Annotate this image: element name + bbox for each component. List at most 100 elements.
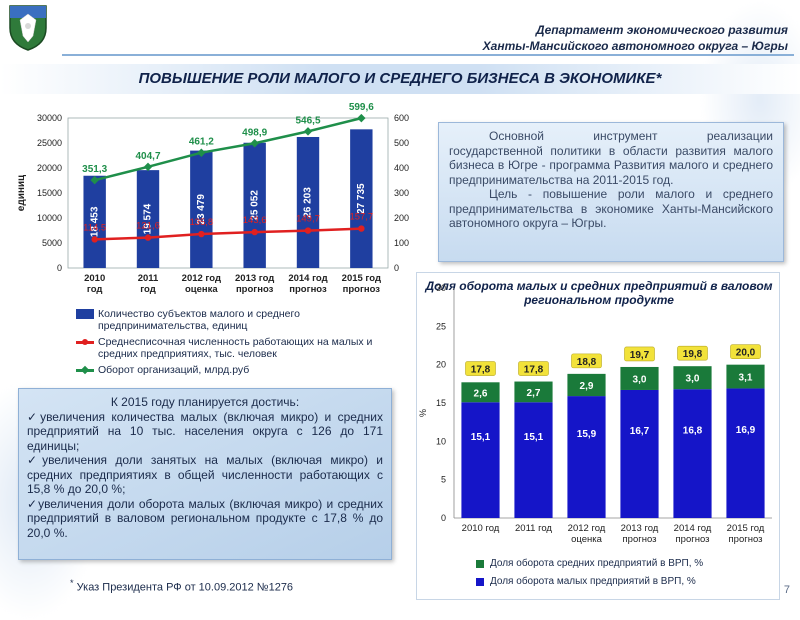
legend-swatch xyxy=(476,577,484,586)
legend-label: Оборот организаций, млрд.руб xyxy=(98,364,250,376)
y-tick-label: 25000 xyxy=(37,138,62,148)
x-tick-label: 2012 год xyxy=(568,523,606,534)
bar-value-label-small: 15,1 xyxy=(471,432,491,443)
bar-value-label: 18 453 xyxy=(89,206,100,237)
y-tick-label: 20000 xyxy=(37,163,62,173)
y-tick-label: 0 xyxy=(441,513,446,523)
x-tick-label: 2012 год xyxy=(182,273,221,284)
x-tick-label: прогноз xyxy=(343,284,381,295)
y2-tick-label: 100 xyxy=(394,238,409,248)
bar-value-label-small: 15,1 xyxy=(524,432,544,443)
bar-value-label: 23 479 xyxy=(196,194,207,225)
bar-value-label: 19 574 xyxy=(143,203,154,234)
x-tick-label: прогноз xyxy=(289,284,327,295)
legend-item-medium: Доля оборота средних предприятий в ВРП, … xyxy=(476,558,703,569)
legend-swatch xyxy=(476,559,484,568)
x-tick-label: 2010 год xyxy=(462,523,500,534)
bar-enterprises xyxy=(190,150,213,268)
checkmark-bullet-icon: ✓ xyxy=(27,496,39,511)
point-turnover xyxy=(90,175,99,185)
bar-value-label-medium: 3,0 xyxy=(633,374,647,385)
legend-item-small: Доля оборота малых предприятий в ВРП, % xyxy=(476,576,703,587)
y-tick-label: 15000 xyxy=(37,188,62,198)
y-tick-label: 25 xyxy=(436,321,446,331)
legend-label: Среднесписочная численность работающих н… xyxy=(98,336,373,360)
legend-item-turnover: Оборот организаций, млрд.руб xyxy=(76,364,396,376)
y-tick-label: 0 xyxy=(57,263,62,273)
x-tick-label: оценка xyxy=(571,534,603,545)
bar-value-label-small: 16,8 xyxy=(683,426,703,437)
legend-swatch-red-line xyxy=(76,339,94,346)
program-info-box: Основной инструмент реализации государст… xyxy=(438,122,784,262)
bar-value-label-medium: 2,7 xyxy=(527,388,541,399)
goals-intro: К 2015 году планируется достичь: xyxy=(110,395,300,409)
y-tick-label: 5000 xyxy=(42,238,62,248)
point-employees xyxy=(198,230,205,238)
legend-label: Доля оборота средних предприятий в ВРП, … xyxy=(490,558,704,569)
total-value-label: 17,8 xyxy=(471,365,491,376)
total-label-box xyxy=(465,361,496,376)
legend-label: Доля оборота малых предприятий в ВРП, % xyxy=(490,576,696,587)
bar-value-label: 26 203 xyxy=(303,187,314,218)
point-label-turnover: 351,3 xyxy=(82,164,107,175)
x-tick-label: 2015 год xyxy=(727,523,765,534)
y2-tick-label: 0 xyxy=(394,263,399,273)
goals-box: К 2015 году планируется достичь: ✓увелич… xyxy=(18,388,392,560)
x-tick-label: 2014 год xyxy=(674,523,712,534)
point-turnover xyxy=(303,127,313,136)
goal-text: увеличения доли оборота малых (включая м… xyxy=(27,496,383,540)
x-tick-label: оценка xyxy=(185,284,218,295)
chart2-legend: Доля оборота средних предприятий в ВРП, … xyxy=(476,558,703,594)
point-turnover xyxy=(357,113,366,123)
legend-item-employees: Среднесписочная численность работающих н… xyxy=(76,336,396,360)
bar-medium-enterprises xyxy=(567,373,606,397)
x-tick-label: прогноз xyxy=(236,284,274,295)
point-label-employees: 157,7 xyxy=(349,212,373,223)
department-name: Департамент экономического развития xyxy=(535,23,788,37)
total-value-label: 20,0 xyxy=(736,348,756,359)
point-label-turnover: 461,2 xyxy=(189,137,214,148)
goal-item: ✓увеличения доли оборота малых (включая … xyxy=(27,497,383,541)
point-employees xyxy=(304,227,312,234)
gdp-share-chart: 0 5 10 15 20 25 30% 15,1 2,6 17,8 2010 год 15,1 2,7 1… xyxy=(418,283,772,545)
bar-small-enterprises xyxy=(726,388,765,518)
y-tick-label: 30 xyxy=(436,283,446,293)
point-employees xyxy=(91,236,98,243)
y-axis-label: % xyxy=(418,409,428,417)
bar-enterprises xyxy=(136,170,160,268)
point-turnover xyxy=(250,139,259,148)
business-growth-chart: 0 5000 10000 15000 20000 25000 30000 0 100 200 300… xyxy=(16,102,409,295)
point-label-turnover: 404,7 xyxy=(135,151,160,162)
line-employees xyxy=(94,227,362,241)
point-label-employees: 114,5 xyxy=(83,222,106,233)
y-axis-label: единиц xyxy=(16,174,27,211)
footnote-mark: * xyxy=(70,578,74,588)
bar-value-label: 27 735 xyxy=(356,183,367,214)
y-tick-label: 15 xyxy=(436,398,446,408)
line-turnover xyxy=(94,116,362,182)
y-tick-label: 10 xyxy=(436,436,446,446)
total-label-box xyxy=(518,361,549,376)
bar-small-enterprises xyxy=(673,389,712,518)
program-goal: Цель - повышение роли малого и среднего … xyxy=(449,187,773,230)
bar-value-label: 25 052 xyxy=(249,190,260,221)
footnote: * Указ Президента РФ от 10.09.2012 №1276 xyxy=(70,578,293,594)
y2-tick-label: 500 xyxy=(394,138,409,148)
total-value-label: 19,7 xyxy=(630,350,650,361)
legend-swatch-green-line xyxy=(76,365,94,375)
total-value-label: 18,8 xyxy=(577,357,597,368)
y2-tick-label: 200 xyxy=(394,213,409,223)
total-value-label: 19,8 xyxy=(683,349,703,360)
bar-medium-enterprises xyxy=(620,366,659,390)
y2-tick-label: 600 xyxy=(394,113,409,123)
x-tick-label: 2011 xyxy=(138,273,159,284)
point-employees xyxy=(358,225,365,232)
y-tick-label: 10000 xyxy=(37,213,62,223)
bar-medium-enterprises xyxy=(461,382,500,403)
x-tick-label: 2013 год xyxy=(235,273,274,284)
chart1-legend: Количество субъектов малого и среднего п… xyxy=(76,308,396,380)
bar-medium-enterprises xyxy=(726,364,765,389)
y2-tick-label: 300 xyxy=(394,188,409,198)
x-tick-label: 2015 год xyxy=(342,273,381,284)
y-tick-label: 5 xyxy=(441,475,446,485)
